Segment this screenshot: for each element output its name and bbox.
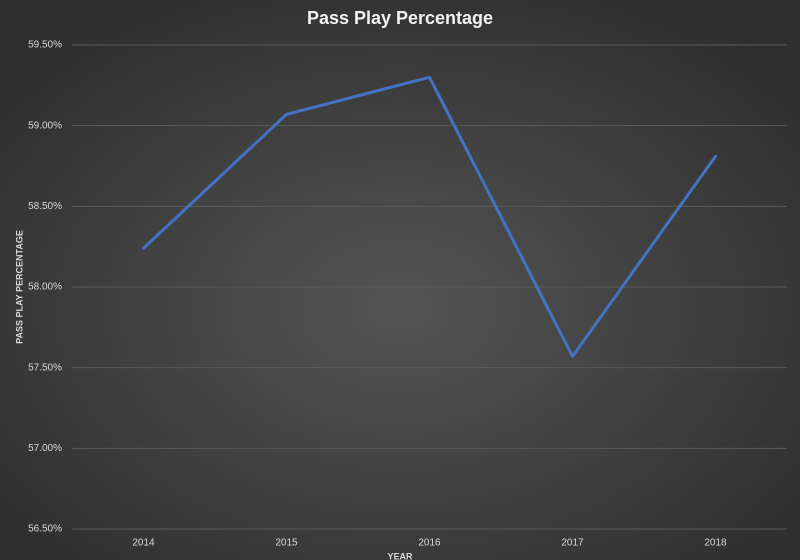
y-tick-label: 57.00% (28, 443, 62, 454)
x-tick-label: 2015 (275, 538, 298, 549)
y-tick-label: 59.00% (28, 120, 62, 131)
x-tick-label: 2014 (132, 538, 155, 549)
y-axis-title: PASS PLAY PERCENTAGE (14, 230, 24, 344)
data-line (142, 75, 717, 358)
chart-title: Pass Play Percentage (307, 8, 493, 28)
y-tick-label: 58.50% (28, 201, 62, 212)
x-tick-label: 2017 (561, 538, 584, 549)
y-tick-label: 56.50% (28, 524, 62, 535)
y-tick-label: 57.50% (28, 362, 62, 373)
y-tick-label: 59.50% (28, 40, 62, 51)
y-tick-label: 58.00% (28, 282, 62, 293)
x-tick-label: 2016 (418, 538, 441, 549)
x-axis-title: YEAR (387, 551, 413, 560)
x-tick-label: 2018 (704, 538, 727, 549)
